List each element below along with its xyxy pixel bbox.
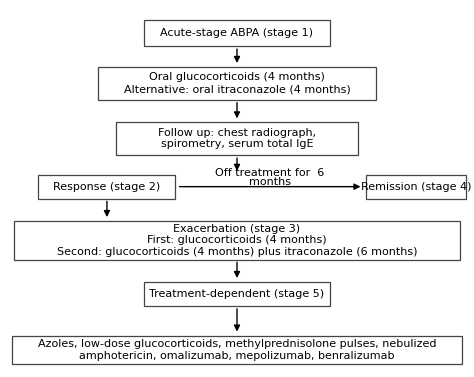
FancyBboxPatch shape: [14, 221, 460, 260]
Text: Exacerbation (stage 3)
First: glucocorticoids (4 months)
Second: glucocorticoids: Exacerbation (stage 3) First: glucocorti…: [57, 224, 417, 257]
FancyBboxPatch shape: [144, 282, 330, 306]
Text: Azoles, low-dose glucocorticoids, methylprednisolone pulses, nebulized
amphoteri: Azoles, low-dose glucocorticoids, methyl…: [38, 339, 436, 361]
FancyBboxPatch shape: [12, 336, 462, 364]
FancyBboxPatch shape: [144, 20, 330, 46]
Text: months: months: [249, 177, 291, 187]
FancyBboxPatch shape: [366, 175, 466, 199]
FancyBboxPatch shape: [116, 122, 358, 155]
Text: Oral glucocorticoids (4 months)
Alternative: oral itraconazole (4 months): Oral glucocorticoids (4 months) Alternat…: [124, 72, 350, 94]
Text: Follow up: chest radiograph,
spirometry, serum total IgE: Follow up: chest radiograph, spirometry,…: [158, 128, 316, 149]
Text: Response (stage 2): Response (stage 2): [53, 182, 161, 192]
FancyBboxPatch shape: [98, 67, 376, 100]
Text: Acute-stage ABPA (stage 1): Acute-stage ABPA (stage 1): [161, 28, 313, 38]
Text: Off treatment for  6: Off treatment for 6: [215, 168, 325, 178]
Text: Treatment-dependent (stage 5): Treatment-dependent (stage 5): [149, 289, 325, 299]
FancyBboxPatch shape: [38, 175, 175, 199]
Text: Remission (stage 4): Remission (stage 4): [361, 182, 471, 192]
